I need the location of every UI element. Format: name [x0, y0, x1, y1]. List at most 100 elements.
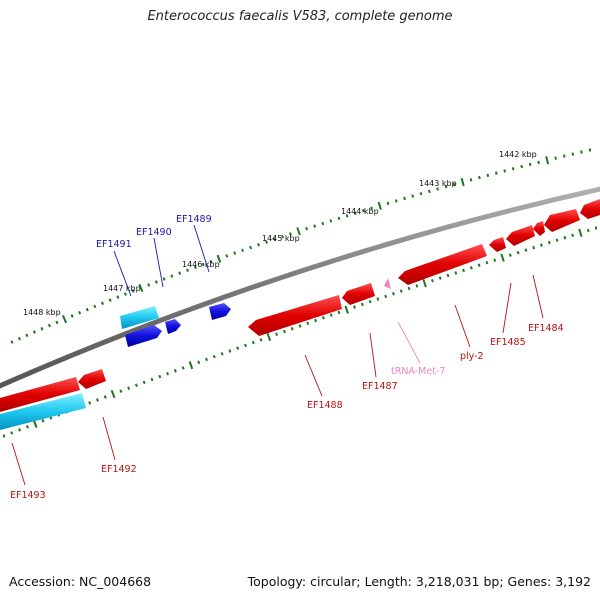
- minor-tick: [528, 162, 532, 167]
- minor-tick: [321, 316, 325, 320]
- label-ply-2: ply-2: [460, 351, 484, 362]
- gene-ef1490[interactable]: [165, 319, 181, 334]
- minor-tick: [532, 245, 536, 250]
- scale-label-1448: 1448 kbp: [23, 308, 61, 317]
- minor-tick: [127, 386, 131, 390]
- scale-label-1447: 1447 kbp: [103, 284, 141, 293]
- minor-tick: [586, 228, 590, 233]
- minor-tick: [306, 321, 310, 326]
- accession-text: Accession: NC_004668: [9, 574, 152, 589]
- minor-tick: [100, 301, 105, 306]
- minor-tick: [85, 307, 89, 312]
- minor-tick: [386, 201, 390, 206]
- minor-tick: [142, 380, 146, 385]
- leader-ef1484: [532, 274, 544, 319]
- minor-tick: [444, 184, 448, 189]
- minor-tick: [273, 237, 276, 242]
- minor-tick: [186, 268, 189, 272]
- minor-tick: [452, 182, 456, 187]
- minor-tick: [25, 333, 29, 338]
- minor-tick: [251, 340, 255, 345]
- minor-tick: [329, 313, 333, 317]
- minor-tick: [427, 189, 431, 194]
- minor-tick: [55, 320, 59, 325]
- label-ef1487: EF1487: [362, 381, 398, 392]
- leader-ef1491: [113, 250, 132, 297]
- minor-tick: [485, 260, 489, 265]
- minor-tick: [436, 187, 439, 191]
- leader-ply-2: [454, 304, 471, 348]
- gene-ply-2-b[interactable]: [489, 237, 506, 252]
- gene-labels: EF1484 EF1485 ply-2 tRNA-Met-7 EF1487 EF…: [10, 214, 564, 501]
- minor-tick: [362, 209, 365, 213]
- gene-ef1488[interactable]: [248, 295, 342, 336]
- minor-tick: [571, 233, 575, 238]
- minor-tick: [201, 262, 205, 267]
- scale-ticks-inner: [2, 226, 597, 438]
- major-tick: [422, 279, 427, 288]
- minor-tick: [225, 254, 229, 258]
- minor-tick: [25, 425, 29, 429]
- minor-tick: [197, 360, 201, 365]
- major-tick: [578, 228, 583, 237]
- minor-tick: [103, 395, 107, 399]
- leader-ef1489: [193, 224, 210, 273]
- minor-tick: [131, 289, 135, 293]
- minor-tick: [88, 401, 92, 405]
- minor-tick: [353, 305, 356, 309]
- major-tick: [377, 201, 382, 210]
- minor-tick: [170, 274, 174, 278]
- genome-backbone: [0, 186, 600, 389]
- gene-ef1489[interactable]: [209, 303, 231, 320]
- label-ef1484: EF1484: [528, 323, 564, 334]
- leader-ef1492: [102, 416, 116, 461]
- gene-ef1484[interactable]: [580, 199, 600, 219]
- minor-tick: [392, 291, 395, 296]
- minor-tick: [430, 278, 434, 283]
- minor-tick: [281, 234, 284, 239]
- label-ef1493: EF1493: [10, 490, 46, 501]
- gene-ef1492[interactable]: [78, 369, 106, 389]
- label-ef1492: EF1492: [101, 464, 137, 475]
- minor-tick: [415, 284, 419, 288]
- gene-ef1491-cyan[interactable]: [120, 306, 159, 329]
- major-tick: [138, 283, 144, 293]
- minor-tick: [563, 236, 567, 240]
- major-tick: [110, 389, 116, 399]
- minor-tick: [486, 173, 490, 178]
- minor-tick: [446, 273, 450, 278]
- label-ef1488: EF1488: [307, 400, 343, 411]
- minor-tick: [220, 352, 224, 356]
- gene-ef1487-large[interactable]: [398, 244, 487, 285]
- leader-ef1485: [502, 282, 512, 334]
- minor-tick: [305, 226, 309, 231]
- minor-tick: [524, 248, 528, 252]
- minor-tick: [313, 224, 317, 228]
- label-trna-met-7: tRNA-Met-7: [391, 366, 445, 377]
- minor-tick: [454, 271, 458, 275]
- scale-label-1446: 1446 kbp: [182, 260, 220, 269]
- minor-tick: [78, 311, 82, 315]
- gene-trna-met-7[interactable]: [384, 278, 391, 289]
- gene-ef1485-a[interactable]: [544, 209, 580, 232]
- gene-ef1487[interactable]: [342, 283, 375, 305]
- minor-tick: [290, 326, 294, 331]
- minor-tick: [407, 286, 411, 291]
- gene-ef1493-cyan[interactable]: [0, 393, 86, 430]
- minor-tick: [411, 194, 415, 198]
- minor-tick: [353, 211, 357, 215]
- label-ef1489: EF1489: [176, 214, 212, 225]
- scale-label-1442: 1442 kbp: [499, 150, 537, 159]
- minor-tick: [17, 336, 22, 341]
- minor-tick: [154, 280, 158, 284]
- minor-tick: [555, 238, 559, 242]
- minor-tick: [249, 245, 253, 250]
- gene-ef1493[interactable]: [0, 377, 80, 412]
- minor-tick: [178, 271, 182, 275]
- gene-ef1485-b[interactable]: [533, 221, 545, 236]
- gene-ef1491[interactable]: [125, 325, 162, 347]
- leader-trna-met-7: [397, 321, 421, 364]
- gene-ply-2[interactable]: [506, 225, 535, 246]
- minor-tick: [540, 243, 543, 247]
